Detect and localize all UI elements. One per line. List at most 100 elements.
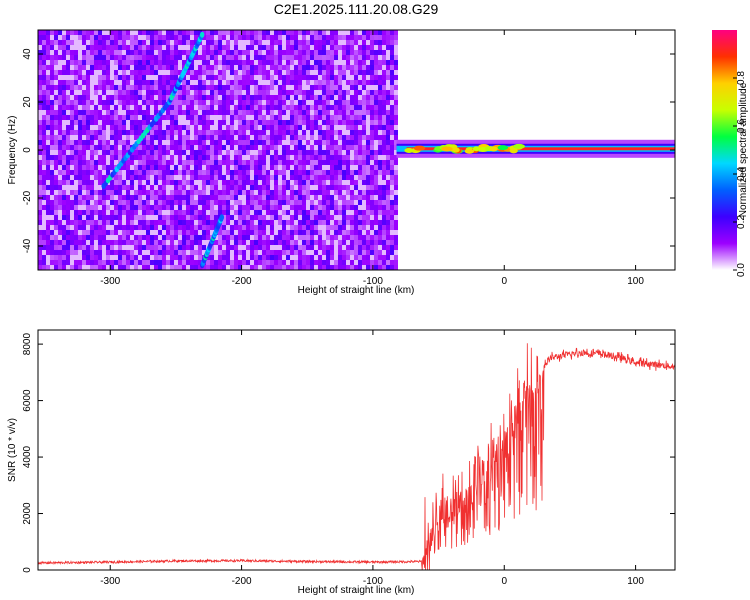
heatmap-cell [382, 260, 386, 265]
heatmap-cell [210, 175, 214, 180]
heatmap-cell [62, 195, 66, 200]
heatmap-cell [210, 145, 214, 150]
heatmap-cell [350, 40, 354, 45]
heatmap-cell [206, 125, 210, 130]
heatmap-cell [222, 235, 226, 240]
heatmap-cell [66, 225, 70, 230]
heatmap-cell [290, 235, 294, 240]
heatmap-cell [114, 255, 118, 260]
heatmap-cell [274, 125, 278, 130]
heatmap-cell [86, 165, 90, 170]
heatmap-cell [318, 140, 322, 145]
heatmap-cell [82, 200, 86, 205]
heatmap-cell [378, 40, 382, 45]
heatmap-cell [366, 125, 370, 130]
heatmap-cell [102, 90, 106, 95]
heatmap-cell [102, 60, 106, 65]
heatmap-cell [78, 60, 82, 65]
heatmap-cell [174, 235, 178, 240]
heatmap-cell [302, 245, 306, 250]
heatmap-cell [210, 215, 214, 220]
heatmap-cell [138, 65, 142, 70]
heatmap-cell [262, 105, 266, 110]
heatmap-cell [50, 250, 54, 255]
heatmap-cell [102, 125, 106, 130]
heatmap-cell [162, 40, 166, 45]
heatmap-cell [322, 210, 326, 215]
heatmap-cell [242, 215, 246, 220]
heatmap-cell [190, 45, 194, 50]
heatmap-cell [222, 130, 226, 135]
heatmap-cell [242, 125, 246, 130]
heatmap-cell [70, 150, 74, 155]
heatmap-cell [222, 150, 226, 155]
heatmap-cell [102, 215, 106, 220]
y-tick-label: 20 [22, 96, 33, 108]
heatmap-cell [190, 145, 194, 150]
heatmap-cell [274, 115, 278, 120]
heatmap-cell [166, 205, 170, 210]
heatmap-cell [286, 230, 290, 235]
heatmap-cell [230, 225, 234, 230]
heatmap-cell [214, 145, 218, 150]
heatmap-cell [118, 220, 122, 225]
heatmap-cell [250, 70, 254, 75]
heatmap-cell [166, 45, 170, 50]
heatmap-cell [246, 265, 250, 270]
heatmap-cell [278, 190, 282, 195]
heatmap-cell [118, 240, 122, 245]
heatmap-cell [134, 50, 138, 55]
heatmap-cell [106, 130, 110, 135]
heatmap-cell [94, 240, 98, 245]
heatmap-cell [378, 125, 382, 130]
heatmap-cell [310, 90, 314, 95]
heatmap-cell [270, 65, 274, 70]
heatmap-cell [62, 185, 66, 190]
heatmap-cell [246, 85, 250, 90]
heatmap-cell [182, 255, 186, 260]
heatmap-cell [238, 60, 242, 65]
heatmap-cell [310, 175, 314, 180]
heatmap-cell [342, 190, 346, 195]
heatmap-cell [158, 75, 162, 80]
heatmap-cell [270, 75, 274, 80]
heatmap-cell [338, 125, 342, 130]
heatmap-cell [238, 135, 242, 140]
heatmap-cell [206, 170, 210, 175]
heatmap-cell [146, 135, 150, 140]
heatmap-cell [194, 140, 198, 145]
heatmap-cell [394, 125, 398, 130]
heatmap-cell [286, 255, 290, 260]
heatmap-cell [330, 155, 334, 160]
signal-blob [413, 145, 426, 151]
heatmap-cell [174, 150, 178, 155]
heatmap-cell [154, 180, 158, 185]
heatmap-cell [262, 35, 266, 40]
heatmap-cell [322, 215, 326, 220]
heatmap-cell [378, 180, 382, 185]
heatmap-cell [86, 95, 90, 100]
heatmap-cell [378, 110, 382, 115]
heatmap-cell [346, 265, 350, 270]
heatmap-cell [258, 145, 262, 150]
heatmap-cell [174, 55, 178, 60]
heatmap-cell [126, 220, 130, 225]
heatmap-cell [178, 140, 182, 145]
heatmap-cell [238, 260, 242, 265]
heatmap-cell [386, 135, 390, 140]
heatmap-cell [322, 135, 326, 140]
x-tick-label: -100 [363, 576, 383, 587]
heatmap-cell [78, 95, 82, 100]
heatmap-cell [282, 260, 286, 265]
heatmap-cell [170, 100, 174, 105]
heatmap-cell [358, 250, 362, 255]
heatmap-cell [294, 115, 298, 120]
heatmap-cell [258, 125, 262, 130]
heatmap-cell [98, 215, 102, 220]
heatmap-cell [270, 255, 274, 260]
heatmap-cell [318, 180, 322, 185]
heatmap-cell [202, 65, 206, 70]
heatmap-cell [266, 205, 270, 210]
heatmap-cell [38, 85, 42, 90]
heatmap-cell [122, 245, 126, 250]
